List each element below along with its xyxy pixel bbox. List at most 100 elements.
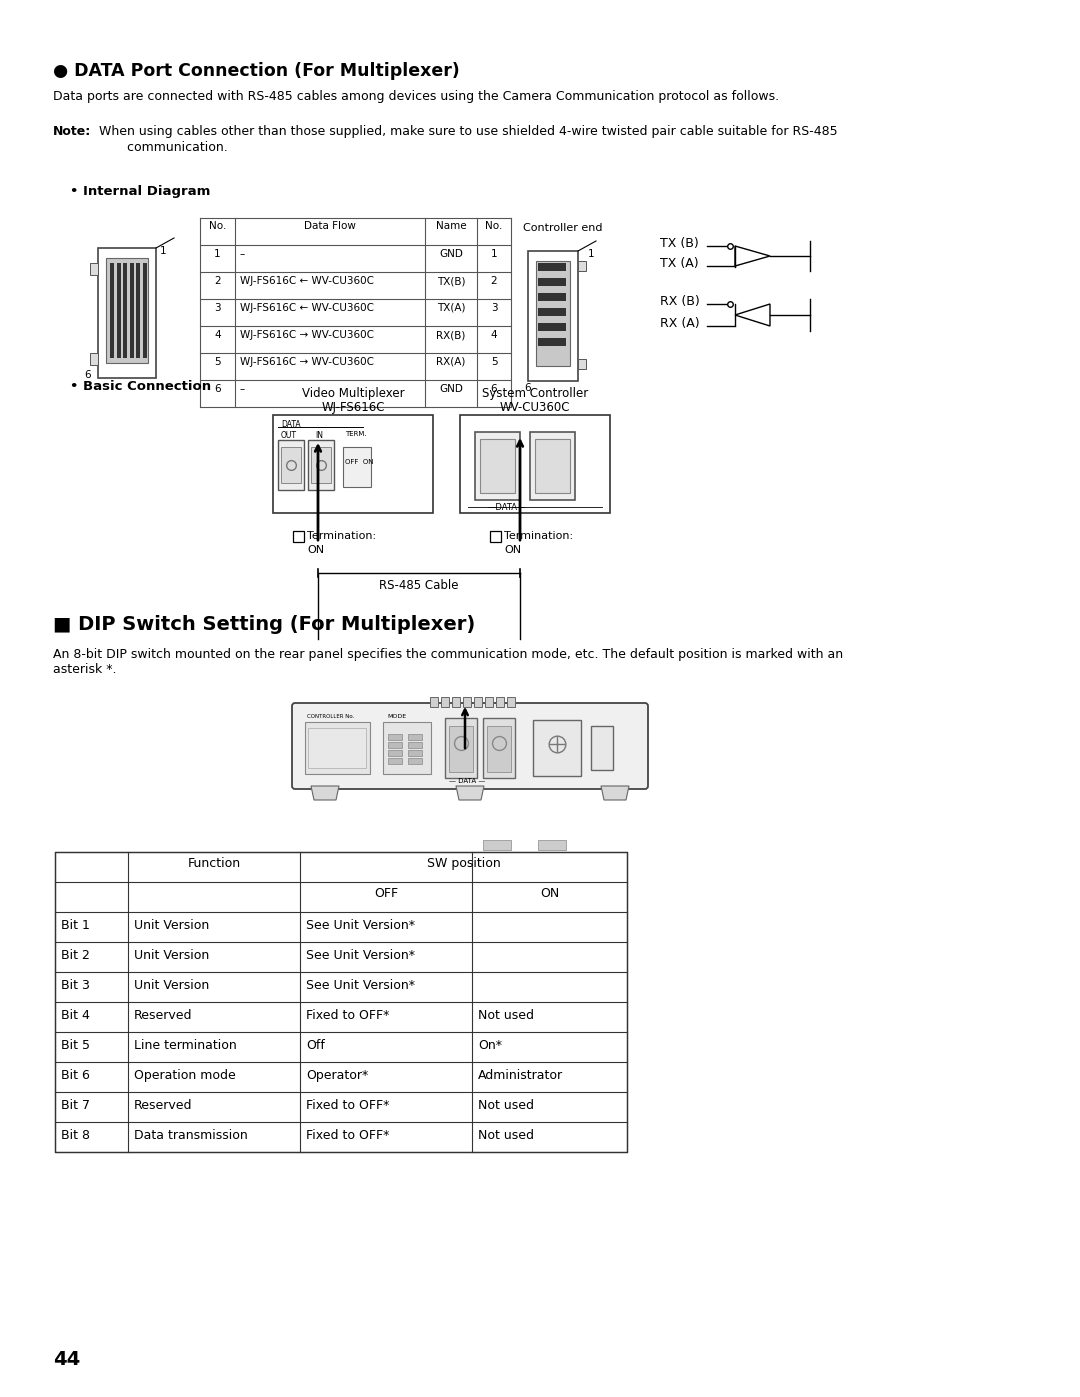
Bar	[408, 733, 422, 740]
Bar	[483, 905, 511, 915]
Bar	[538, 278, 566, 286]
Text: ON: ON	[540, 887, 559, 900]
Text: IN: IN	[315, 432, 323, 440]
Text: Not used: Not used	[478, 1009, 534, 1023]
Text: –: –	[240, 249, 245, 258]
Text: No.: No.	[208, 221, 226, 231]
Bar	[453, 697, 460, 707]
Text: Reserved: Reserved	[134, 1099, 192, 1112]
Bar	[281, 447, 301, 483]
Bar	[487, 726, 511, 773]
Bar	[536, 261, 570, 366]
Text: 1: 1	[490, 249, 497, 258]
Bar	[136, 263, 140, 358]
Polygon shape	[311, 787, 339, 800]
Text: Reserved: Reserved	[134, 1009, 192, 1023]
Bar	[591, 726, 613, 770]
Text: WJ-FS616C → WV-CU360C: WJ-FS616C → WV-CU360C	[240, 358, 374, 367]
Bar	[430, 697, 438, 707]
Bar	[496, 697, 504, 707]
Bar	[538, 307, 566, 316]
Text: Video Multiplexer: Video Multiplexer	[301, 387, 404, 400]
Bar	[538, 263, 566, 271]
Text: 6: 6	[84, 370, 91, 380]
Bar	[530, 432, 575, 500]
Text: Fixed to OFF*: Fixed to OFF*	[306, 1099, 390, 1112]
Polygon shape	[90, 353, 98, 365]
Text: RX(A): RX(A)	[436, 358, 465, 367]
Text: —DATA—: —DATA—	[488, 503, 526, 511]
Text: 1: 1	[214, 249, 220, 258]
Text: Data Flow: Data Flow	[305, 221, 356, 231]
Text: SW position: SW position	[427, 856, 500, 870]
Text: Bit 8: Bit 8	[60, 1129, 90, 1141]
Text: Operation mode: Operation mode	[134, 1069, 235, 1083]
Text: Bit 6: Bit 6	[60, 1069, 90, 1083]
Bar	[123, 263, 127, 358]
Bar	[485, 697, 492, 707]
Bar	[308, 440, 334, 490]
Bar	[143, 263, 147, 358]
Text: –: –	[240, 384, 245, 394]
Text: 6: 6	[490, 384, 497, 394]
Text: Bit 2: Bit 2	[60, 949, 90, 963]
Text: Bit 1: Bit 1	[60, 919, 90, 932]
Text: Controller end: Controller end	[523, 224, 603, 233]
Text: See Unit Version*: See Unit Version*	[306, 979, 415, 992]
Text: TX (B): TX (B)	[660, 237, 699, 250]
Text: • Internal Diagram: • Internal Diagram	[70, 184, 211, 198]
Text: Bit 7: Bit 7	[60, 1099, 90, 1112]
Bar	[343, 447, 372, 488]
Text: WJ-FS616C ← WV-CU360C: WJ-FS616C ← WV-CU360C	[240, 277, 374, 286]
Text: WJ-FS616C: WJ-FS616C	[321, 401, 384, 414]
Bar	[475, 432, 519, 500]
Text: • Basic Connection: • Basic Connection	[70, 380, 211, 393]
Text: Data transmission: Data transmission	[134, 1129, 247, 1141]
Text: 5: 5	[490, 358, 497, 367]
Bar	[449, 726, 473, 773]
Text: On*: On*	[478, 1039, 502, 1052]
Bar	[538, 905, 566, 915]
Bar	[408, 742, 422, 747]
Text: WV-CU360C: WV-CU360C	[500, 401, 570, 414]
Text: OUT: OUT	[281, 432, 297, 440]
Text: Operator*: Operator*	[306, 1069, 368, 1083]
Bar	[538, 293, 566, 300]
Text: Not used: Not used	[478, 1099, 534, 1112]
Text: 3: 3	[490, 303, 497, 313]
Text: Note:: Note:	[53, 124, 91, 138]
Text: MODE: MODE	[387, 714, 406, 719]
Text: When using cables other than those supplied, make sure to use shielded 4-wire tw: When using cables other than those suppl…	[95, 124, 838, 138]
Bar	[480, 439, 515, 493]
Bar	[490, 531, 501, 542]
Polygon shape	[578, 261, 586, 271]
Polygon shape	[578, 359, 586, 369]
Text: 2: 2	[490, 277, 497, 286]
Text: Off: Off	[306, 1039, 325, 1052]
Text: 3: 3	[214, 303, 220, 313]
Bar	[293, 531, 303, 542]
Polygon shape	[600, 787, 629, 800]
Text: 44: 44	[53, 1350, 80, 1369]
Bar	[538, 323, 566, 331]
Text: DATA: DATA	[281, 420, 300, 429]
Text: 5: 5	[214, 358, 220, 367]
Bar	[110, 263, 114, 358]
Bar	[383, 722, 431, 774]
Bar	[463, 697, 471, 707]
Bar	[308, 728, 366, 768]
Text: Termination:: Termination:	[307, 531, 376, 541]
Text: Fixed to OFF*: Fixed to OFF*	[306, 1009, 390, 1023]
Text: Name: Name	[435, 221, 467, 231]
Text: OFF: OFF	[374, 887, 399, 900]
Text: 4: 4	[214, 330, 220, 339]
Text: Fixed to OFF*: Fixed to OFF*	[306, 1129, 390, 1141]
Bar	[305, 722, 370, 774]
Bar	[311, 447, 330, 483]
Text: communication.: communication.	[95, 141, 228, 154]
Text: 1: 1	[588, 249, 595, 258]
Polygon shape	[98, 249, 156, 379]
Text: 6: 6	[214, 384, 220, 394]
Text: WJ-FS616C ← WV-CU360C: WJ-FS616C ← WV-CU360C	[240, 303, 374, 313]
Text: Termination:: Termination:	[504, 531, 573, 541]
